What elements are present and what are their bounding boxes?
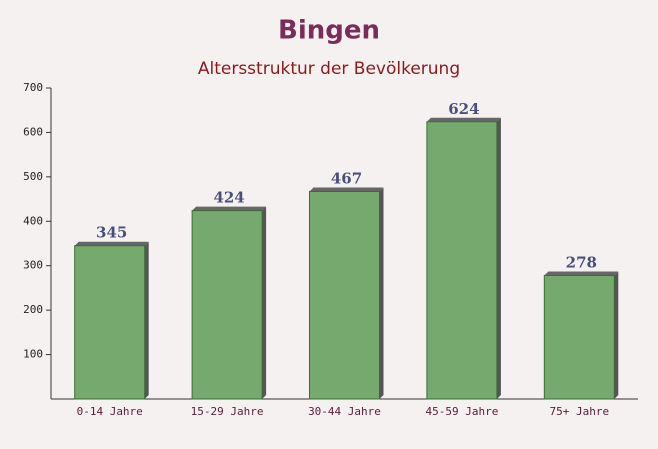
bar-shadow: [262, 206, 267, 399]
bar-shadow-top: [309, 187, 384, 192]
x-tick-label: 45-59 Jahre: [425, 405, 498, 418]
bar-shadow-top: [544, 271, 619, 276]
y-tick-label: 200: [23, 303, 43, 316]
chart-subtitle: Altersstruktur der Bevölkerung: [198, 59, 460, 79]
bar-shadow: [614, 271, 619, 399]
value-label: 467: [331, 170, 362, 188]
x-tick-label: 75+ Jahre: [549, 405, 609, 418]
bar: [74, 245, 146, 400]
y-tick-label: 100: [23, 348, 43, 361]
bar: [543, 274, 615, 400]
y-tick-label: 400: [23, 214, 43, 227]
bar-shadow: [144, 241, 149, 399]
x-tick-label: 0-14 Jahre: [77, 405, 143, 418]
bar-shadow-top: [192, 206, 267, 211]
y-tick-label: 500: [23, 170, 43, 183]
bar: [191, 210, 263, 400]
x-tick-label: 30-44 Jahre: [308, 405, 381, 418]
y-tick-label: 700: [23, 81, 43, 94]
value-label: 278: [566, 253, 597, 271]
bar: [426, 121, 498, 400]
bar-shadow-top: [74, 241, 149, 246]
value-label: 624: [448, 100, 479, 118]
chart-title: Bingen: [278, 16, 380, 46]
bar: [309, 191, 380, 400]
bar-shadow: [379, 187, 384, 399]
value-label: 424: [213, 189, 244, 207]
y-tick-label: 300: [23, 259, 43, 272]
bar-shadow: [496, 117, 501, 399]
y-tick-label: 600: [23, 125, 43, 138]
value-label: 345: [96, 224, 127, 242]
x-tick-label: 15-29 Jahre: [191, 405, 264, 418]
bar-shadow-top: [426, 117, 501, 122]
